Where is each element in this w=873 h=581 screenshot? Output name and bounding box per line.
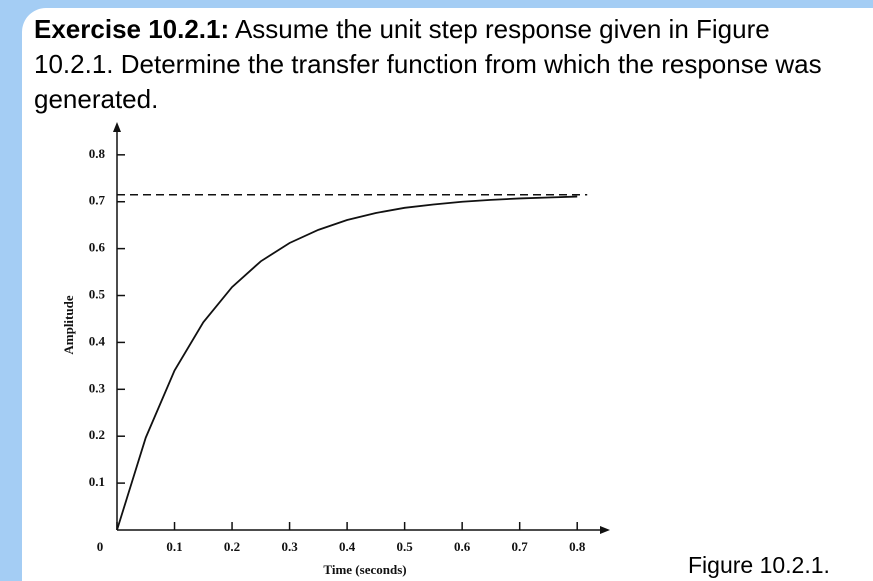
- y-axis-label: Amplitude: [61, 295, 76, 354]
- exercise-label: Exercise 10.2.1:: [34, 14, 230, 44]
- y-axis-arrow: [113, 122, 121, 132]
- y-tick-label: 0.5: [89, 287, 106, 302]
- exercise-text: Assume the unit step response given in F…: [34, 14, 822, 114]
- exercise: Exercise 10.2.1: Assume the unit step re…: [34, 12, 854, 117]
- y-tick-label: 0.8: [89, 146, 106, 161]
- y-tick-label: 0.3: [89, 380, 106, 395]
- slide: [22, 8, 873, 581]
- y-tick-label: 0.1: [89, 474, 105, 489]
- y-tick-label: 0.2: [89, 427, 105, 442]
- x-tick-label: 0.2: [224, 539, 240, 554]
- x-axis-label: Time (seconds): [323, 562, 406, 577]
- x-tick-label: 0.1: [166, 539, 182, 554]
- x-tick-label: 0.5: [397, 539, 414, 554]
- x-tick-label: 0.3: [281, 539, 298, 554]
- response-curve: [116, 195, 578, 531]
- x-tick-label: 0.7: [512, 539, 529, 554]
- y-tick-label: 0.7: [89, 193, 106, 208]
- x-tick-label: 0.6: [454, 539, 471, 554]
- x-tick-label: 0.4: [339, 539, 356, 554]
- x-axis-arrow: [600, 526, 610, 534]
- x-tick-label: 0.8: [569, 539, 586, 554]
- figure-caption: Figure 10.2.1.: [688, 552, 830, 578]
- y-tick-label: 0.6: [89, 240, 106, 255]
- y-tick-label: 0.4: [89, 333, 106, 348]
- x-tick-label: 0: [97, 539, 104, 554]
